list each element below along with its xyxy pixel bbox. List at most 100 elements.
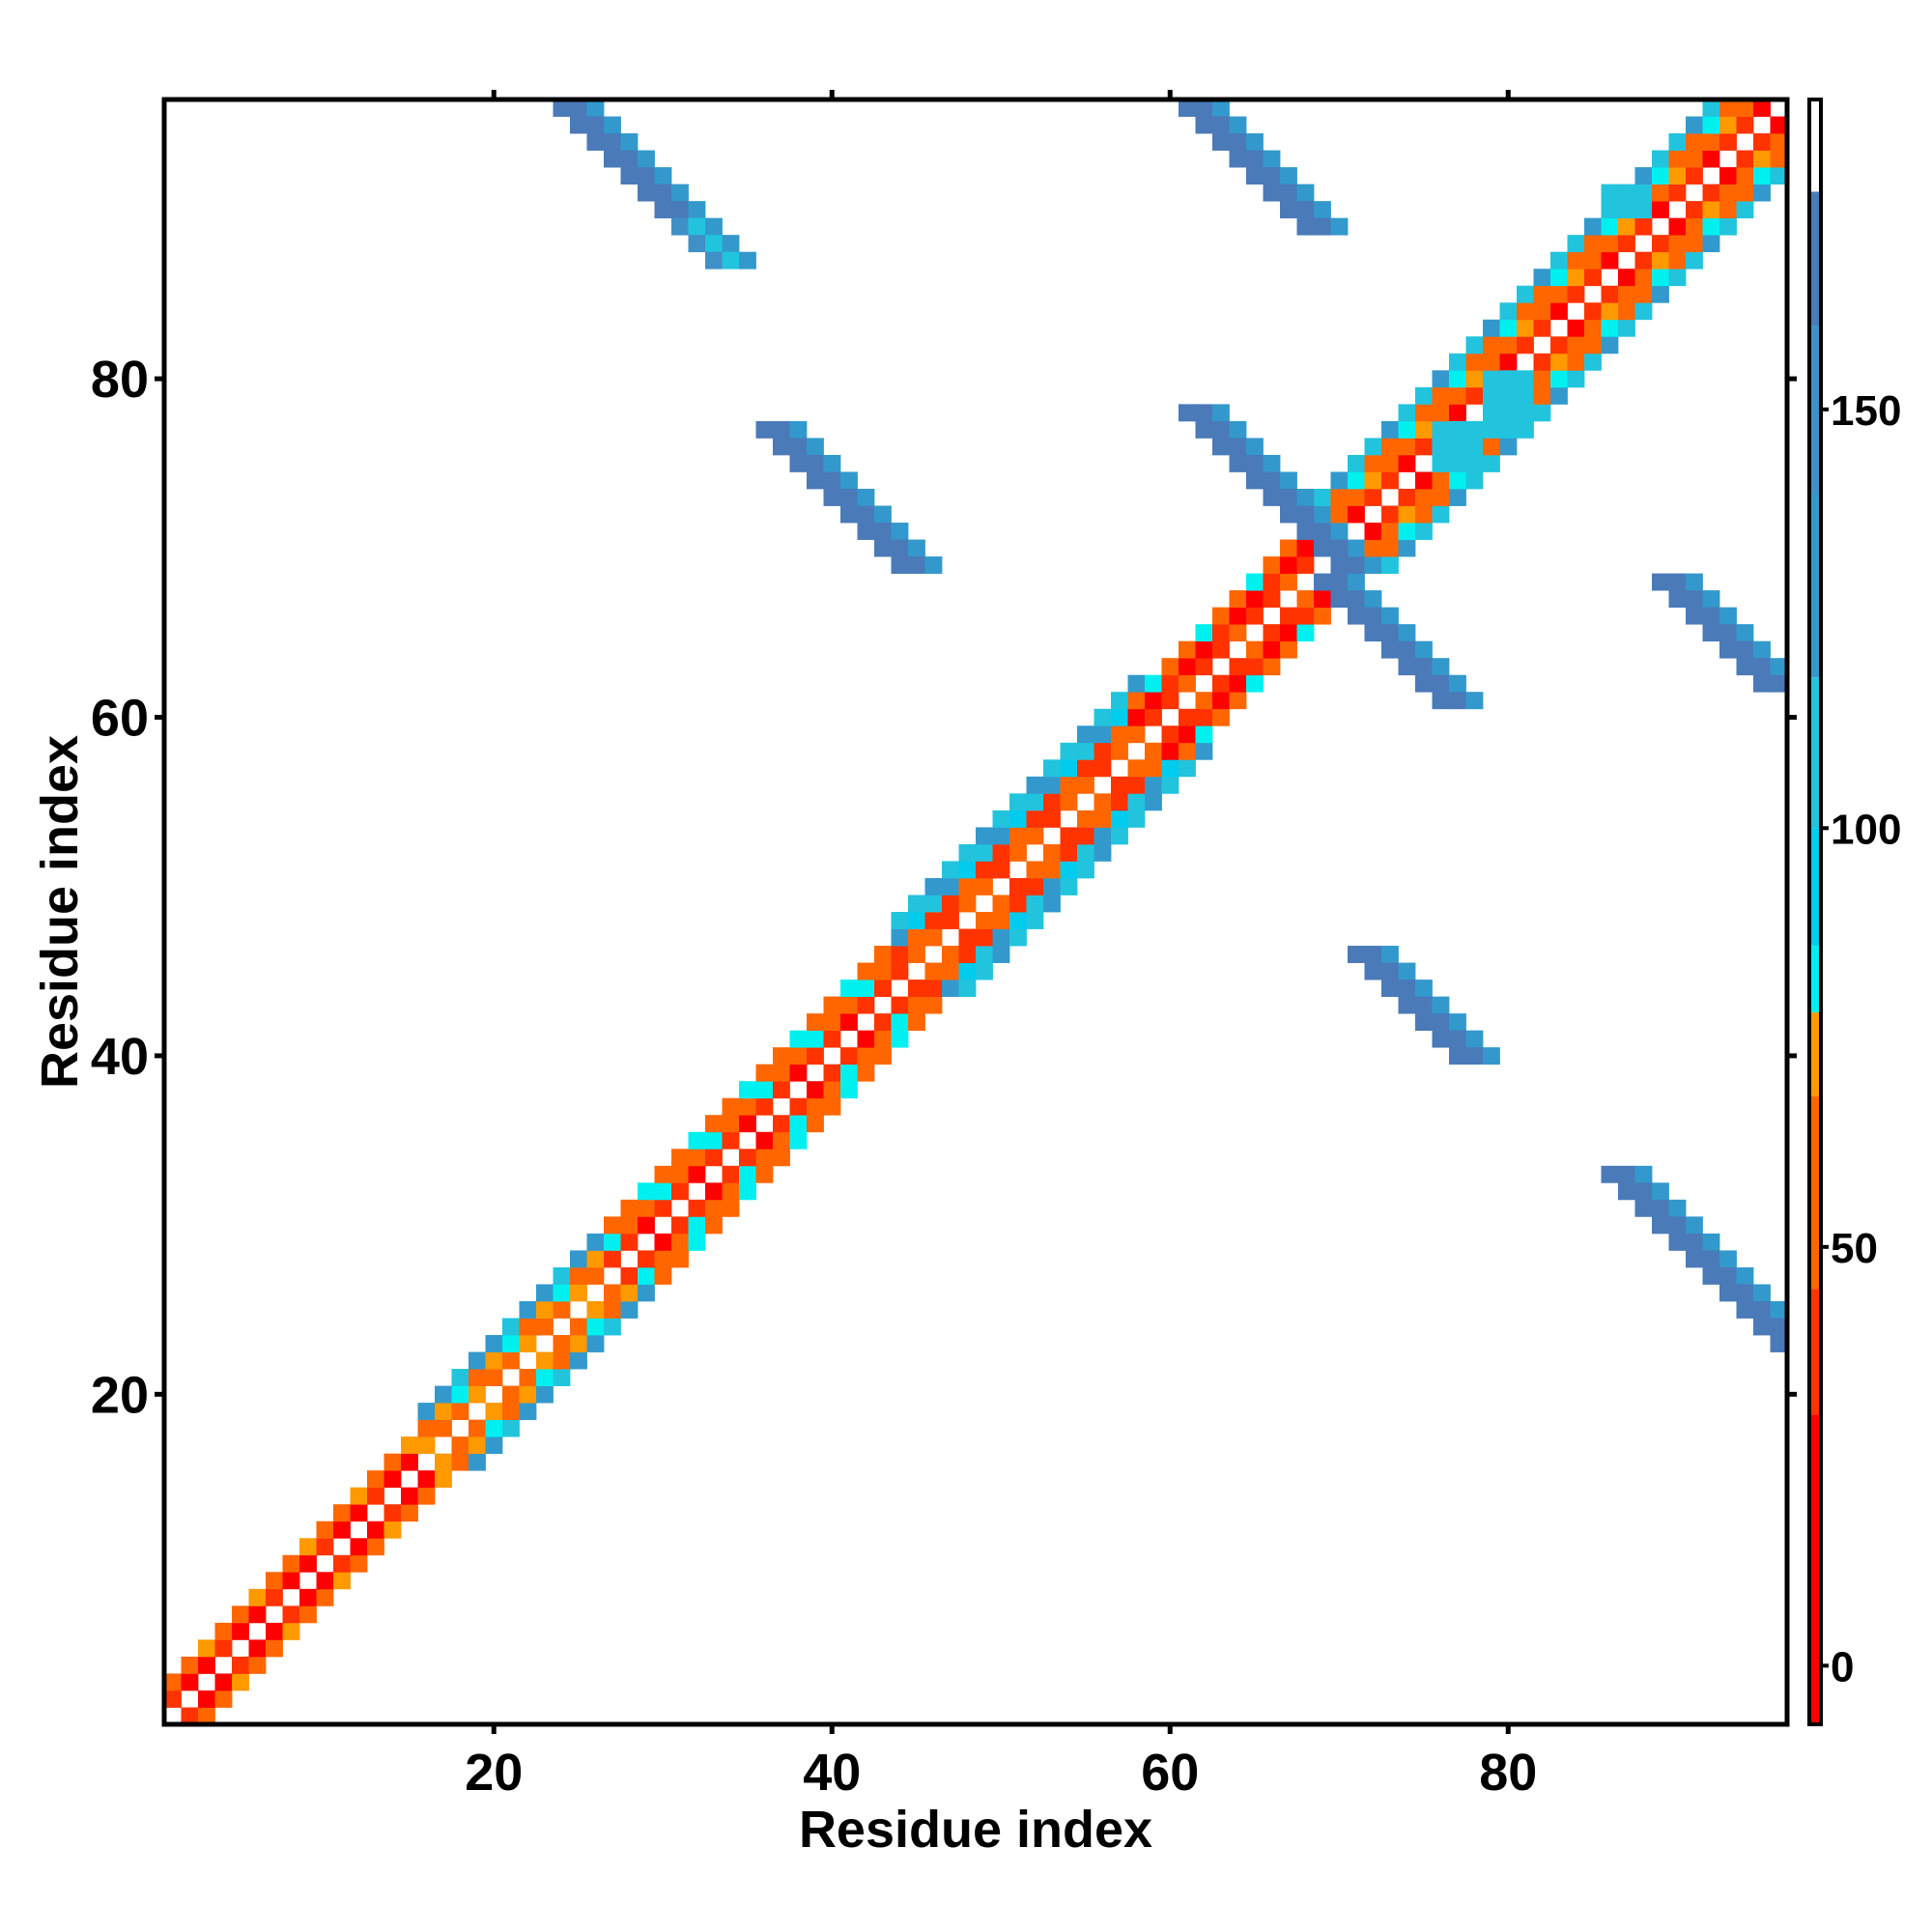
heatmap-cell bbox=[857, 980, 875, 997]
heatmap-cell bbox=[1179, 99, 1196, 117]
heatmap-cell bbox=[299, 1605, 317, 1624]
heatmap-cell bbox=[992, 946, 1010, 963]
heatmap-cell bbox=[1280, 201, 1297, 219]
heatmap-cell bbox=[266, 1572, 283, 1590]
heatmap-cell bbox=[1415, 658, 1433, 676]
heatmap-cell bbox=[1009, 810, 1027, 828]
y-axis-label: Residue index bbox=[31, 735, 89, 1089]
heatmap-cell bbox=[401, 1453, 418, 1471]
heatmap-cell bbox=[384, 1470, 402, 1489]
heatmap-cell bbox=[164, 1673, 182, 1691]
heatmap-cell bbox=[1381, 505, 1399, 524]
heatmap-cell bbox=[1077, 861, 1094, 879]
heatmap-cell bbox=[739, 251, 756, 270]
heatmap-cells bbox=[164, 99, 1788, 1725]
heatmap-cell bbox=[586, 1266, 605, 1285]
heatmap-cell bbox=[536, 1284, 554, 1302]
heatmap-cell bbox=[502, 1351, 520, 1370]
heatmap-cell bbox=[891, 1013, 909, 1032]
heatmap-cell bbox=[198, 1707, 215, 1725]
heatmap-cell bbox=[638, 1199, 655, 1217]
heatmap-cell bbox=[840, 471, 858, 490]
heatmap-cell bbox=[688, 217, 706, 236]
heatmap-cell bbox=[1465, 692, 1484, 710]
heatmap-cell bbox=[1770, 1318, 1788, 1336]
heatmap-cell bbox=[874, 946, 892, 963]
heatmap-cell bbox=[1398, 420, 1416, 439]
heatmap-cell bbox=[1127, 692, 1146, 710]
heatmap-cell bbox=[1348, 590, 1365, 609]
heatmap-cell bbox=[908, 928, 925, 947]
heatmap-cell bbox=[1753, 99, 1771, 117]
heatmap-cell bbox=[553, 1266, 571, 1285]
heatmap-cell bbox=[401, 1504, 418, 1522]
heatmap-cell bbox=[840, 1064, 858, 1082]
heatmap-cell bbox=[1449, 438, 1466, 456]
heatmap-cell bbox=[502, 1318, 520, 1336]
heatmap-cell bbox=[519, 1385, 537, 1404]
heatmap-cell bbox=[1517, 420, 1534, 439]
heatmap-cell bbox=[1026, 895, 1044, 913]
heatmap-cell bbox=[1127, 793, 1146, 811]
heatmap-cell bbox=[1195, 624, 1213, 642]
heatmap-cell bbox=[1668, 1233, 1687, 1251]
heatmap-cell bbox=[1719, 99, 1737, 117]
heatmap-cell bbox=[942, 861, 959, 879]
heatmap-cell bbox=[1719, 116, 1737, 134]
heatmap-cell bbox=[1212, 624, 1230, 642]
heatmap-cell bbox=[469, 1436, 486, 1455]
heatmap-cell bbox=[417, 1487, 436, 1505]
heatmap-cell bbox=[722, 1165, 740, 1183]
heatmap-cell bbox=[1432, 674, 1450, 693]
heatmap-cell bbox=[1686, 201, 1703, 219]
heatmap-cell bbox=[638, 1216, 655, 1235]
heatmap-cell bbox=[1686, 1250, 1703, 1268]
heatmap-cell bbox=[1280, 539, 1297, 557]
heatmap-cell bbox=[1111, 776, 1128, 794]
heatmap-cell bbox=[1686, 167, 1703, 185]
heatmap-cell bbox=[1077, 843, 1094, 862]
heatmap-cell bbox=[1060, 861, 1078, 879]
heatmap-cell bbox=[1652, 150, 1669, 168]
heatmap-cell bbox=[807, 471, 824, 490]
heatmap-cell bbox=[705, 1149, 723, 1167]
heatmap-cell bbox=[1550, 269, 1568, 287]
heatmap-cell bbox=[1043, 793, 1061, 811]
heatmap-cell bbox=[1499, 438, 1518, 456]
heatmap-cell bbox=[1161, 776, 1179, 794]
heatmap-cell bbox=[688, 1199, 706, 1217]
heatmap-cell bbox=[1770, 133, 1788, 151]
heatmap-cell bbox=[1483, 404, 1500, 422]
heatmap-cell bbox=[333, 1572, 351, 1590]
heatmap-cell bbox=[1702, 217, 1720, 236]
heatmap-cell bbox=[1753, 167, 1771, 185]
heatmap-cell bbox=[1246, 640, 1264, 659]
heatmap-cell bbox=[1753, 674, 1771, 693]
heatmap-cell bbox=[1280, 488, 1297, 506]
heatmap-cell bbox=[638, 1266, 655, 1285]
heatmap-cell bbox=[1770, 167, 1788, 185]
heatmap-cell bbox=[1499, 404, 1518, 422]
heatmap-cell bbox=[755, 1131, 774, 1150]
heatmap-cell bbox=[620, 167, 639, 185]
heatmap-cell bbox=[367, 1470, 384, 1489]
heatmap-cell bbox=[1009, 912, 1027, 929]
heatmap-cell bbox=[1212, 116, 1230, 134]
heatmap-cell bbox=[638, 150, 655, 168]
heatmap-cell bbox=[1043, 877, 1061, 895]
heatmap-cell bbox=[1077, 776, 1094, 794]
heatmap-cell bbox=[1702, 150, 1720, 168]
heatmap-cell bbox=[992, 843, 1010, 862]
heatmap-cell bbox=[485, 1335, 503, 1352]
heatmap-cell bbox=[1348, 573, 1365, 591]
heatmap-cell bbox=[1668, 217, 1687, 236]
heatmap-cell bbox=[1314, 201, 1331, 219]
heatmap-cell bbox=[1702, 1233, 1720, 1251]
heatmap-cell bbox=[739, 1115, 756, 1133]
heatmap-cell bbox=[1584, 269, 1602, 287]
heatmap-cell bbox=[722, 1097, 740, 1116]
heatmap-cell bbox=[1145, 793, 1162, 811]
heatmap-cell bbox=[1634, 269, 1653, 287]
heatmap-cell bbox=[350, 1554, 368, 1573]
